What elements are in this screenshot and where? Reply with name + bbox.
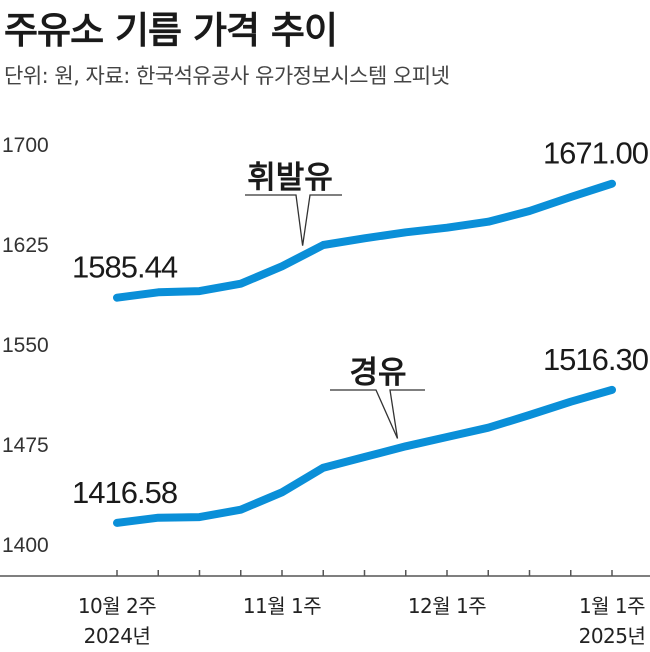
series-line-1	[113, 385, 616, 527]
callout-pointer	[330, 389, 425, 439]
series-name-label: 경유	[349, 355, 406, 391]
end-value-label: 1516.30	[543, 342, 649, 377]
start-value-label: 1585.44	[72, 250, 178, 285]
chart-title: 주유소 기름 가격 추이	[4, 9, 338, 52]
series-name-label: 휘발유	[247, 160, 333, 196]
x-tick-label: 11월 1주	[243, 594, 321, 618]
y-tick-label: 1550	[2, 334, 49, 357]
x-tick-label: 10월 2주	[78, 594, 156, 618]
end-value-label: 1671.00	[543, 136, 649, 171]
start-value-label: 1416.58	[72, 475, 177, 510]
x-tick-label: 12월 1주	[408, 594, 486, 618]
y-tick-label: 1400	[2, 534, 49, 557]
x-tick-sublabel: 2025년	[579, 624, 646, 648]
y-tick-label: 1475	[2, 434, 49, 457]
x-tick-sublabel: 2024년	[84, 624, 151, 648]
x-tick-label: 1월 1주	[579, 594, 645, 618]
chart-subtitle: 단위: 원, 자료: 한국석유공사 유가정보시스템 오피넷	[4, 64, 450, 88]
callout-pointer	[245, 194, 342, 246]
series-line-0	[113, 179, 616, 302]
y-tick-label: 1625	[2, 234, 49, 257]
y-tick-label: 1700	[2, 134, 49, 157]
